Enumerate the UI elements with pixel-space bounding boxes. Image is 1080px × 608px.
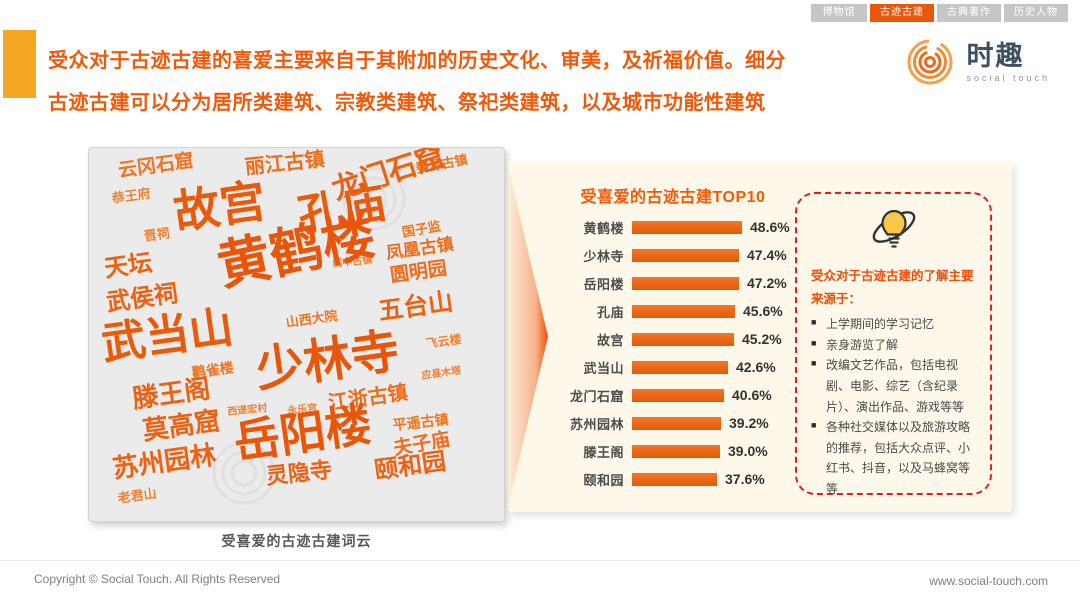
footer-copyright: Copyright © Social Touch. All Rights Res… <box>34 572 281 586</box>
bar-fill <box>632 332 734 346</box>
cloud-word: 飞云楼 <box>424 331 463 351</box>
lightbulb-orbit-icon <box>872 209 915 248</box>
page-title-line1: 受众对于古迹古建的喜爱主要来自于其附加的历史文化、审美，及祈福价值。细分 <box>48 50 786 72</box>
insight-heading: 受众对于古迹古建的了解主要来源于： <box>811 269 974 306</box>
insight-bullet-list: 上学期间的学习记忆亲身游览了解改编文艺作品，包括电视剧、电影、综艺（含纪录片）、… <box>811 314 980 500</box>
cloud-word: 云冈石窟 <box>116 150 196 182</box>
bar-value: 37.6% <box>725 471 765 487</box>
page-title: 受众对于古迹古建的喜爱主要来自于其附加的历史文化、审美，及祈福价值。细分 古迹古… <box>48 40 908 124</box>
cloud-word: 丽江古镇 <box>243 148 326 179</box>
bar-row: 武当山 42.6% <box>542 353 792 381</box>
bar-row: 岳阳楼 47.2% <box>542 269 792 297</box>
cloud-word: 圆明园 <box>388 258 449 287</box>
cloud-word: 天坛 <box>102 249 155 283</box>
insight-bullet: 上学期间的学习记忆 <box>811 314 980 335</box>
cloud-word: 五台山 <box>376 287 455 326</box>
bar-label: 孔庙 <box>596 304 624 320</box>
bar-value: 40.6% <box>732 387 772 403</box>
tab-古迹古建[interactable]: 古迹古建 <box>870 4 934 22</box>
bar-label: 岳阳楼 <box>583 276 624 292</box>
bar-fill <box>632 220 742 234</box>
wordcloud-panel: 云冈石窟 丽江古镇 婺源古镇 恭王府 故宫 孔庙 龙门石窟 晋祠 国子监 凤凰古镇 天坛 阆中古镇 圆明… <box>88 147 505 522</box>
chart-panel: 受喜爱的古迹古建TOP10 黄鹤楼 48.6% 少林寺 47.4% 岳阳楼 47.2% 孔庙… <box>508 161 1012 512</box>
logo-spiral-icon <box>907 39 953 85</box>
bar-row: 苏州园林 39.2% <box>542 409 792 437</box>
bar-value: 47.2% <box>747 275 787 291</box>
top-nav-tabs: 博物馆 古迹古建 古典著作 历史人物 <box>811 4 1068 22</box>
tab-历史人物[interactable]: 历史人物 <box>1004 4 1068 22</box>
bar-label: 武当山 <box>583 360 624 376</box>
cloud-word: 滕王阁 <box>130 373 213 414</box>
bar-label: 黄鹤楼 <box>583 220 624 236</box>
footer-divider <box>0 560 1080 561</box>
watermark-rings-icon <box>212 441 276 505</box>
bar-label: 少林寺 <box>583 248 624 264</box>
bar-label: 苏州园林 <box>569 416 624 432</box>
cloud-word: 晋祠 <box>142 225 171 244</box>
footer-website[interactable]: www.social-touch.com <box>929 574 1048 588</box>
cloud-word: 应县木塔 <box>420 365 463 382</box>
bar-value: 39.2% <box>729 415 769 431</box>
chart-title: 受喜爱的古迹古建TOP10 <box>580 189 766 206</box>
page-title-line2: 古迹古建可以分为居所类建筑、宗教类建筑、祭祀类建筑，以及城市功能性建筑 <box>48 92 766 114</box>
bar-fill <box>632 276 739 290</box>
tab-古典著作[interactable]: 古典著作 <box>937 4 1001 22</box>
bar-label: 龙门石窟 <box>569 388 624 404</box>
logo-subtitle: social touch <box>966 73 1050 83</box>
tab-博物馆[interactable]: 博物馆 <box>811 4 867 22</box>
bar-chart: 黄鹤楼 48.6% 少林寺 47.4% 岳阳楼 47.2% 孔庙 45.6% 故宫 45.2% 武当… <box>542 213 792 493</box>
bar-row: 滕王阁 39.0% <box>542 437 792 465</box>
cloud-word: 灵隐寺 <box>264 457 334 489</box>
bar-fill <box>632 360 728 374</box>
cloud-word: 颐和园 <box>372 447 448 485</box>
bar-fill <box>632 416 721 430</box>
brand-logo: 时趣 social touch <box>904 36 1050 88</box>
insight-bullet: 改编文艺作品，包括电视剧、电影、综艺（含纪录片）、演出作品、游戏等等 <box>811 355 980 417</box>
bar-fill <box>632 304 735 318</box>
bar-row: 故宫 45.2% <box>542 325 792 353</box>
bar-fill <box>632 472 717 486</box>
bar-row: 颐和园 37.6% <box>542 465 792 493</box>
wordcloud-caption: 受喜爱的古迹古建词云 <box>221 533 372 549</box>
bar-value: 45.2% <box>742 331 782 347</box>
bar-value: 48.6% <box>750 219 790 235</box>
bar-value: 47.4% <box>747 247 787 263</box>
cloud-word: 老君山 <box>116 485 158 506</box>
bar-value: 39.0% <box>728 443 768 459</box>
cloud-word: 恭王府 <box>110 185 152 206</box>
bar-row: 黄鹤楼 48.6% <box>542 213 792 241</box>
watermark-rings-icon <box>342 167 406 231</box>
bar-fill <box>632 444 720 458</box>
title-accent-square <box>3 30 36 98</box>
cloud-word: 山西大院 <box>284 307 339 330</box>
bar-row: 孔庙 45.6% <box>542 297 792 325</box>
cloud-word: 故宫 <box>170 174 269 239</box>
bar-label: 故宫 <box>596 332 624 348</box>
bar-row: 龙门石窟 40.6% <box>542 381 792 409</box>
bar-value: 42.6% <box>736 359 776 375</box>
bar-fill <box>632 388 724 402</box>
insight-bullet: 各种社交媒体以及旅游攻略的推荐，包括大众点评、小红书、抖音，以及马蜂窝等等 <box>811 417 980 500</box>
cloud-word: 平遥古镇 <box>391 411 450 433</box>
bar-label: 滕王阁 <box>583 444 624 460</box>
insight-bullet: 亲身游览了解 <box>811 335 980 356</box>
bar-row: 少林寺 47.4% <box>542 241 792 269</box>
logo-name: 时趣 <box>966 41 1025 71</box>
bar-value: 45.6% <box>743 303 783 319</box>
insight-box: 受众对于古迹古建的了解主要来源于： 上学期间的学习记忆亲身游览了解改编文艺作品，… <box>795 192 992 496</box>
bar-fill <box>632 248 739 262</box>
cloud-word: 苏州园林 <box>110 439 218 484</box>
bar-label: 颐和园 <box>583 472 624 488</box>
